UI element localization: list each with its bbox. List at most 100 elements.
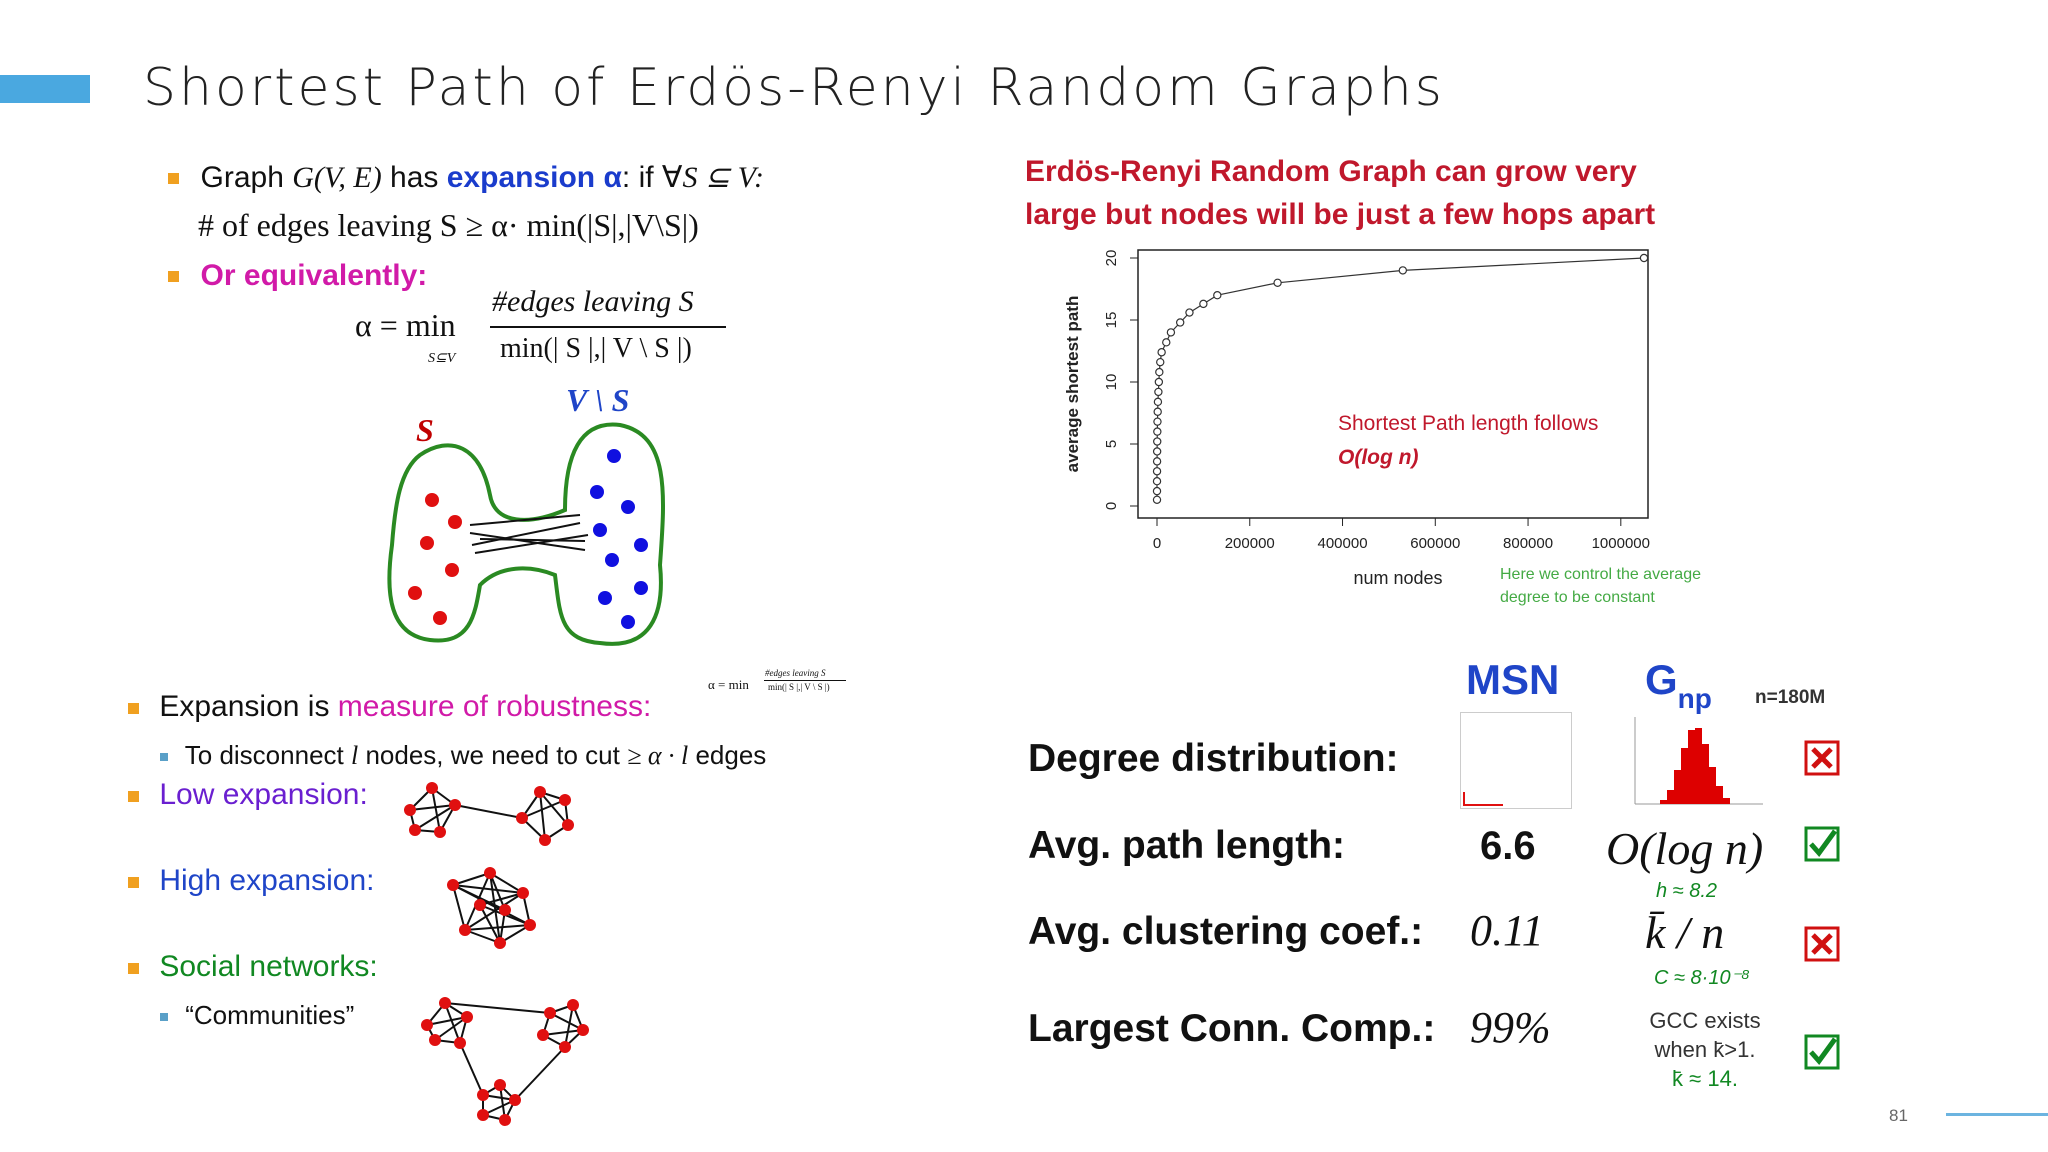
fraction-line (490, 326, 726, 328)
chart-note-line-2: O(log n) (1338, 446, 1418, 469)
small-formula: α = min #edges leaving S min(| S |,| V \… (708, 668, 858, 698)
x-tick-label: 800000 (1503, 535, 1553, 552)
headline-line-1: Erdös-Renyi Random Graph can grow very (1025, 155, 1637, 188)
y-tick-label: 0 (1103, 502, 1120, 510)
cut-diagram (387, 422, 666, 646)
col-header-gnp: Gnp (1645, 656, 1712, 714)
data-point (1398, 266, 1408, 275)
x-tick-label: 0 (1153, 535, 1161, 552)
x-tick-label: 200000 (1225, 535, 1275, 552)
edges-leaving-inequality: # of edges leaving S ≥ α· min(|S|,|V\S|) (198, 207, 699, 243)
data-point (1153, 407, 1162, 416)
formula-numerator: #edges leaving S (492, 285, 694, 318)
x-tick-label: 1000000 (1592, 535, 1650, 552)
data-point (1152, 495, 1162, 504)
communities-graph (421, 997, 589, 1126)
gnp-path-note: h ≈ 8.2 (1656, 880, 1718, 902)
data-point (1175, 318, 1185, 327)
msn-path-length: 6.6 (1480, 824, 1536, 868)
bullet-marker (128, 962, 139, 974)
gnp-path-length: O(log n) (1606, 823, 1764, 874)
bullet-high-expansion: High expansion: (128, 864, 375, 898)
gnp-clustering: k̄ / n (1645, 907, 1725, 958)
check-icon (1804, 826, 1840, 862)
data-point (1273, 278, 1282, 288)
y-axis: 0 5 10 15 20 (1103, 250, 1138, 510)
accent-bar (0, 75, 90, 103)
x-tick-label: 600000 (1410, 535, 1460, 552)
bullet-marker (128, 876, 139, 888)
side-note: Here we control the average degree to be… (1500, 566, 1701, 606)
plot-frame (1137, 249, 1649, 519)
expansion-term: expansion α (446, 161, 622, 194)
data-point (1639, 253, 1649, 263)
data-point (1156, 357, 1165, 367)
formula-denominator: min(| S |,| V \ S |) (500, 333, 692, 364)
bullet-disconnect: To disconnect l nodes, we need to cut ≥ … (160, 740, 766, 771)
right-headline: Erdös-Renyi Random Graph can grow very l… (1025, 150, 1655, 236)
data-point (1153, 437, 1162, 446)
data-point (1153, 397, 1163, 407)
bullet-or-equivalently: Or equivalently: (168, 258, 427, 293)
gnp-degree-histogram (1634, 717, 1763, 805)
sub-bullet-marker (160, 1013, 168, 1022)
y-tick-label: 10 (1103, 374, 1120, 391)
bullet-marker (168, 173, 179, 184)
set-VS-label: V \ S (566, 382, 630, 418)
y-tick-label: 15 (1103, 312, 1120, 329)
cross-icon (1804, 740, 1840, 776)
check-icon (1804, 1034, 1840, 1070)
bullet-low-expansion: Low expansion: (128, 778, 368, 812)
bullet-marker (168, 271, 179, 282)
data-point (1166, 328, 1176, 337)
S-nodes (408, 493, 462, 625)
x-axis: 0 200000 400000 600000 800000 1000000 (1153, 518, 1650, 552)
sub-bullet-marker (160, 753, 168, 762)
data-point (1152, 447, 1162, 456)
data-point (1152, 486, 1162, 496)
x-axis-label: num nodes (1353, 568, 1442, 588)
high-expansion-graph (447, 867, 536, 949)
low-expansion-graph (404, 782, 574, 846)
row-label-degree: Degree distribution: (1028, 737, 1399, 780)
msn-lcc: 99% (1470, 1003, 1551, 1052)
slide-title: Shortest Path of Erdös-Renyi Random Grap… (143, 58, 1445, 118)
msn-clustering: 0.11 (1470, 906, 1544, 955)
bullet-marker (128, 790, 139, 802)
formula-alpha: α = min (355, 307, 456, 343)
gnp-clustering-note: C ≈ 8·10⁻⁸ (1654, 967, 1750, 989)
cut-edges (469, 514, 589, 554)
bullet-graph-expansion: Graph G(V, E) has expansion α: if ∀S ⊆ V… (168, 160, 764, 195)
bullet-marker (128, 702, 139, 714)
data-point (1152, 476, 1162, 486)
row-label-path: Avg. path length: (1028, 824, 1346, 867)
page-number: 81 (1889, 1106, 1908, 1125)
bullet-communities: “Communities” (160, 1000, 354, 1031)
col-header-msn: MSN (1466, 656, 1560, 703)
footer-line (1946, 1113, 2048, 1116)
data-point (1152, 457, 1162, 466)
shortest-path-chart: 0 5 10 15 20 0 200000 400000 600000 800000 100000… (1063, 249, 1650, 588)
formula-subscript: S⊆V (428, 351, 456, 366)
y-axis-label: average shortest path (1063, 296, 1082, 473)
n-label: n=180M (1755, 687, 1826, 708)
row-label-lcc: Largest Conn. Comp.: (1028, 1007, 1436, 1050)
msn-degree-plot (1460, 712, 1572, 809)
data-point (1153, 427, 1162, 436)
gcc-note: GCC exists when k̄>1. k̄ ≈ 14. (1649, 1008, 1761, 1091)
cross-icon (1804, 926, 1840, 962)
set-S-label: S (416, 412, 434, 448)
data-point (1154, 377, 1164, 387)
data-points (1152, 253, 1649, 504)
y-tick-label: 5 (1103, 440, 1120, 448)
VS-nodes (590, 449, 648, 629)
data-point (1153, 417, 1162, 426)
y-tick-label: 20 (1103, 250, 1120, 267)
data-point (1154, 387, 1163, 397)
headline-line-2: large but nodes will be just a few hops … (1025, 198, 1656, 231)
x-tick-label: 400000 (1317, 535, 1367, 552)
data-point (1185, 308, 1194, 317)
data-point (1157, 348, 1166, 357)
data-point (1162, 338, 1171, 347)
data-point (1155, 367, 1164, 377)
